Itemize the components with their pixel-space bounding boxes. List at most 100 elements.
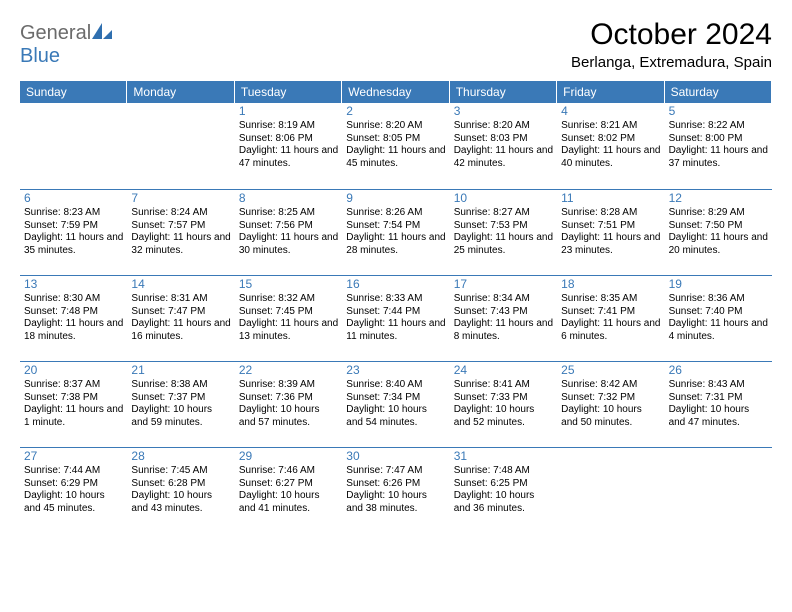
day-number: 15 bbox=[239, 277, 338, 292]
daylight-text: Daylight: 10 hours and 52 minutes. bbox=[454, 404, 553, 429]
header: General Blue October 2024 Berlanga, Extr… bbox=[20, 18, 772, 71]
sunrise-text: Sunrise: 8:20 AM bbox=[346, 120, 445, 133]
calendar-cell: 1Sunrise: 8:19 AMSunset: 8:06 PMDaylight… bbox=[235, 103, 342, 189]
daylight-text: Daylight: 11 hours and 1 minute. bbox=[24, 404, 123, 429]
daylight-text: Daylight: 11 hours and 13 minutes. bbox=[239, 318, 338, 343]
calendar-cell: 8Sunrise: 8:25 AMSunset: 7:56 PMDaylight… bbox=[235, 189, 342, 275]
day-number: 27 bbox=[24, 449, 123, 464]
calendar-cell: 7Sunrise: 8:24 AMSunset: 7:57 PMDaylight… bbox=[127, 189, 234, 275]
sunrise-text: Sunrise: 8:33 AM bbox=[346, 293, 445, 306]
page-title: October 2024 bbox=[571, 18, 772, 52]
sunset-text: Sunset: 7:51 PM bbox=[561, 220, 660, 233]
day-number: 28 bbox=[131, 449, 230, 464]
daylight-text: Daylight: 11 hours and 42 minutes. bbox=[454, 145, 553, 170]
sunrise-text: Sunrise: 8:41 AM bbox=[454, 379, 553, 392]
sunset-text: Sunset: 8:06 PM bbox=[239, 133, 338, 146]
sunrise-text: Sunrise: 7:45 AM bbox=[131, 465, 230, 478]
daylight-text: Daylight: 11 hours and 18 minutes. bbox=[24, 318, 123, 343]
calendar-cell: 20Sunrise: 8:37 AMSunset: 7:38 PMDayligh… bbox=[20, 361, 127, 447]
daylight-text: Daylight: 10 hours and 41 minutes. bbox=[239, 490, 338, 515]
daylight-text: Daylight: 10 hours and 47 minutes. bbox=[669, 404, 768, 429]
sunrise-text: Sunrise: 8:23 AM bbox=[24, 207, 123, 220]
sunrise-text: Sunrise: 7:46 AM bbox=[239, 465, 338, 478]
day-header: Sunday bbox=[20, 81, 127, 103]
calendar-cell: 17Sunrise: 8:34 AMSunset: 7:43 PMDayligh… bbox=[450, 275, 557, 361]
sunrise-text: Sunrise: 8:32 AM bbox=[239, 293, 338, 306]
sunset-text: Sunset: 7:32 PM bbox=[561, 392, 660, 405]
calendar-cell: 5Sunrise: 8:22 AMSunset: 8:00 PMDaylight… bbox=[665, 103, 772, 189]
sunset-text: Sunset: 7:53 PM bbox=[454, 220, 553, 233]
daylight-text: Daylight: 10 hours and 59 minutes. bbox=[131, 404, 230, 429]
day-header: Wednesday bbox=[342, 81, 449, 103]
sunrise-text: Sunrise: 8:22 AM bbox=[669, 120, 768, 133]
calendar-cell: 3Sunrise: 8:20 AMSunset: 8:03 PMDaylight… bbox=[450, 103, 557, 189]
sunset-text: Sunset: 7:36 PM bbox=[239, 392, 338, 405]
calendar-cell bbox=[557, 447, 664, 533]
day-number: 24 bbox=[454, 363, 553, 378]
daylight-text: Daylight: 11 hours and 45 minutes. bbox=[346, 145, 445, 170]
daylight-text: Daylight: 11 hours and 35 minutes. bbox=[24, 232, 123, 257]
logo-word-blue: Blue bbox=[20, 45, 60, 67]
sunset-text: Sunset: 7:44 PM bbox=[346, 306, 445, 319]
day-number: 18 bbox=[561, 277, 660, 292]
day-header: Monday bbox=[127, 81, 234, 103]
sunrise-text: Sunrise: 7:44 AM bbox=[24, 465, 123, 478]
sunset-text: Sunset: 8:00 PM bbox=[669, 133, 768, 146]
calendar-cell: 10Sunrise: 8:27 AMSunset: 7:53 PMDayligh… bbox=[450, 189, 557, 275]
calendar-cell: 28Sunrise: 7:45 AMSunset: 6:28 PMDayligh… bbox=[127, 447, 234, 533]
calendar-cell: 30Sunrise: 7:47 AMSunset: 6:26 PMDayligh… bbox=[342, 447, 449, 533]
sunset-text: Sunset: 7:38 PM bbox=[24, 392, 123, 405]
sunrise-text: Sunrise: 8:29 AM bbox=[669, 207, 768, 220]
calendar-cell: 22Sunrise: 8:39 AMSunset: 7:36 PMDayligh… bbox=[235, 361, 342, 447]
sunrise-text: Sunrise: 8:19 AM bbox=[239, 120, 338, 133]
calendar-cell: 6Sunrise: 8:23 AMSunset: 7:59 PMDaylight… bbox=[20, 189, 127, 275]
calendar-cell: 13Sunrise: 8:30 AMSunset: 7:48 PMDayligh… bbox=[20, 275, 127, 361]
sunset-text: Sunset: 7:33 PM bbox=[454, 392, 553, 405]
daylight-text: Daylight: 10 hours and 36 minutes. bbox=[454, 490, 553, 515]
daylight-text: Daylight: 11 hours and 37 minutes. bbox=[669, 145, 768, 170]
day-number: 9 bbox=[346, 191, 445, 206]
calendar-cell: 31Sunrise: 7:48 AMSunset: 6:25 PMDayligh… bbox=[450, 447, 557, 533]
day-number: 23 bbox=[346, 363, 445, 378]
calendar-cell bbox=[127, 103, 234, 189]
day-number: 31 bbox=[454, 449, 553, 464]
day-number: 22 bbox=[239, 363, 338, 378]
sunset-text: Sunset: 7:50 PM bbox=[669, 220, 768, 233]
calendar-document: General Blue October 2024 Berlanga, Extr… bbox=[0, 0, 792, 533]
calendar-cell: 29Sunrise: 7:46 AMSunset: 6:27 PMDayligh… bbox=[235, 447, 342, 533]
daylight-text: Daylight: 11 hours and 20 minutes. bbox=[669, 232, 768, 257]
calendar-cell: 14Sunrise: 8:31 AMSunset: 7:47 PMDayligh… bbox=[127, 275, 234, 361]
daylight-text: Daylight: 10 hours and 57 minutes. bbox=[239, 404, 338, 429]
title-block: October 2024 Berlanga, Extremadura, Spai… bbox=[571, 18, 772, 71]
sunset-text: Sunset: 7:48 PM bbox=[24, 306, 123, 319]
sunset-text: Sunset: 6:29 PM bbox=[24, 478, 123, 491]
sunset-text: Sunset: 7:40 PM bbox=[669, 306, 768, 319]
day-number: 25 bbox=[561, 363, 660, 378]
sunrise-text: Sunrise: 7:48 AM bbox=[454, 465, 553, 478]
sunrise-text: Sunrise: 8:27 AM bbox=[454, 207, 553, 220]
day-number: 16 bbox=[346, 277, 445, 292]
sunset-text: Sunset: 7:56 PM bbox=[239, 220, 338, 233]
day-number: 1 bbox=[239, 104, 338, 119]
sunrise-text: Sunrise: 7:47 AM bbox=[346, 465, 445, 478]
calendar-cell: 19Sunrise: 8:36 AMSunset: 7:40 PMDayligh… bbox=[665, 275, 772, 361]
day-header: Tuesday bbox=[235, 81, 342, 103]
sunset-text: Sunset: 8:05 PM bbox=[346, 133, 445, 146]
sunset-text: Sunset: 7:59 PM bbox=[24, 220, 123, 233]
sunset-text: Sunset: 6:27 PM bbox=[239, 478, 338, 491]
sunset-text: Sunset: 6:26 PM bbox=[346, 478, 445, 491]
day-number: 29 bbox=[239, 449, 338, 464]
day-number: 20 bbox=[24, 363, 123, 378]
logo-text: General Blue bbox=[20, 22, 112, 68]
daylight-text: Daylight: 11 hours and 28 minutes. bbox=[346, 232, 445, 257]
sunset-text: Sunset: 6:28 PM bbox=[131, 478, 230, 491]
calendar-cell: 23Sunrise: 8:40 AMSunset: 7:34 PMDayligh… bbox=[342, 361, 449, 447]
daylight-text: Daylight: 11 hours and 25 minutes. bbox=[454, 232, 553, 257]
day-number: 17 bbox=[454, 277, 553, 292]
day-number: 3 bbox=[454, 104, 553, 119]
logo-word-general: General bbox=[20, 22, 91, 44]
daylight-text: Daylight: 11 hours and 47 minutes. bbox=[239, 145, 338, 170]
logo-sail-icon bbox=[92, 23, 112, 44]
sunset-text: Sunset: 7:34 PM bbox=[346, 392, 445, 405]
day-number: 30 bbox=[346, 449, 445, 464]
